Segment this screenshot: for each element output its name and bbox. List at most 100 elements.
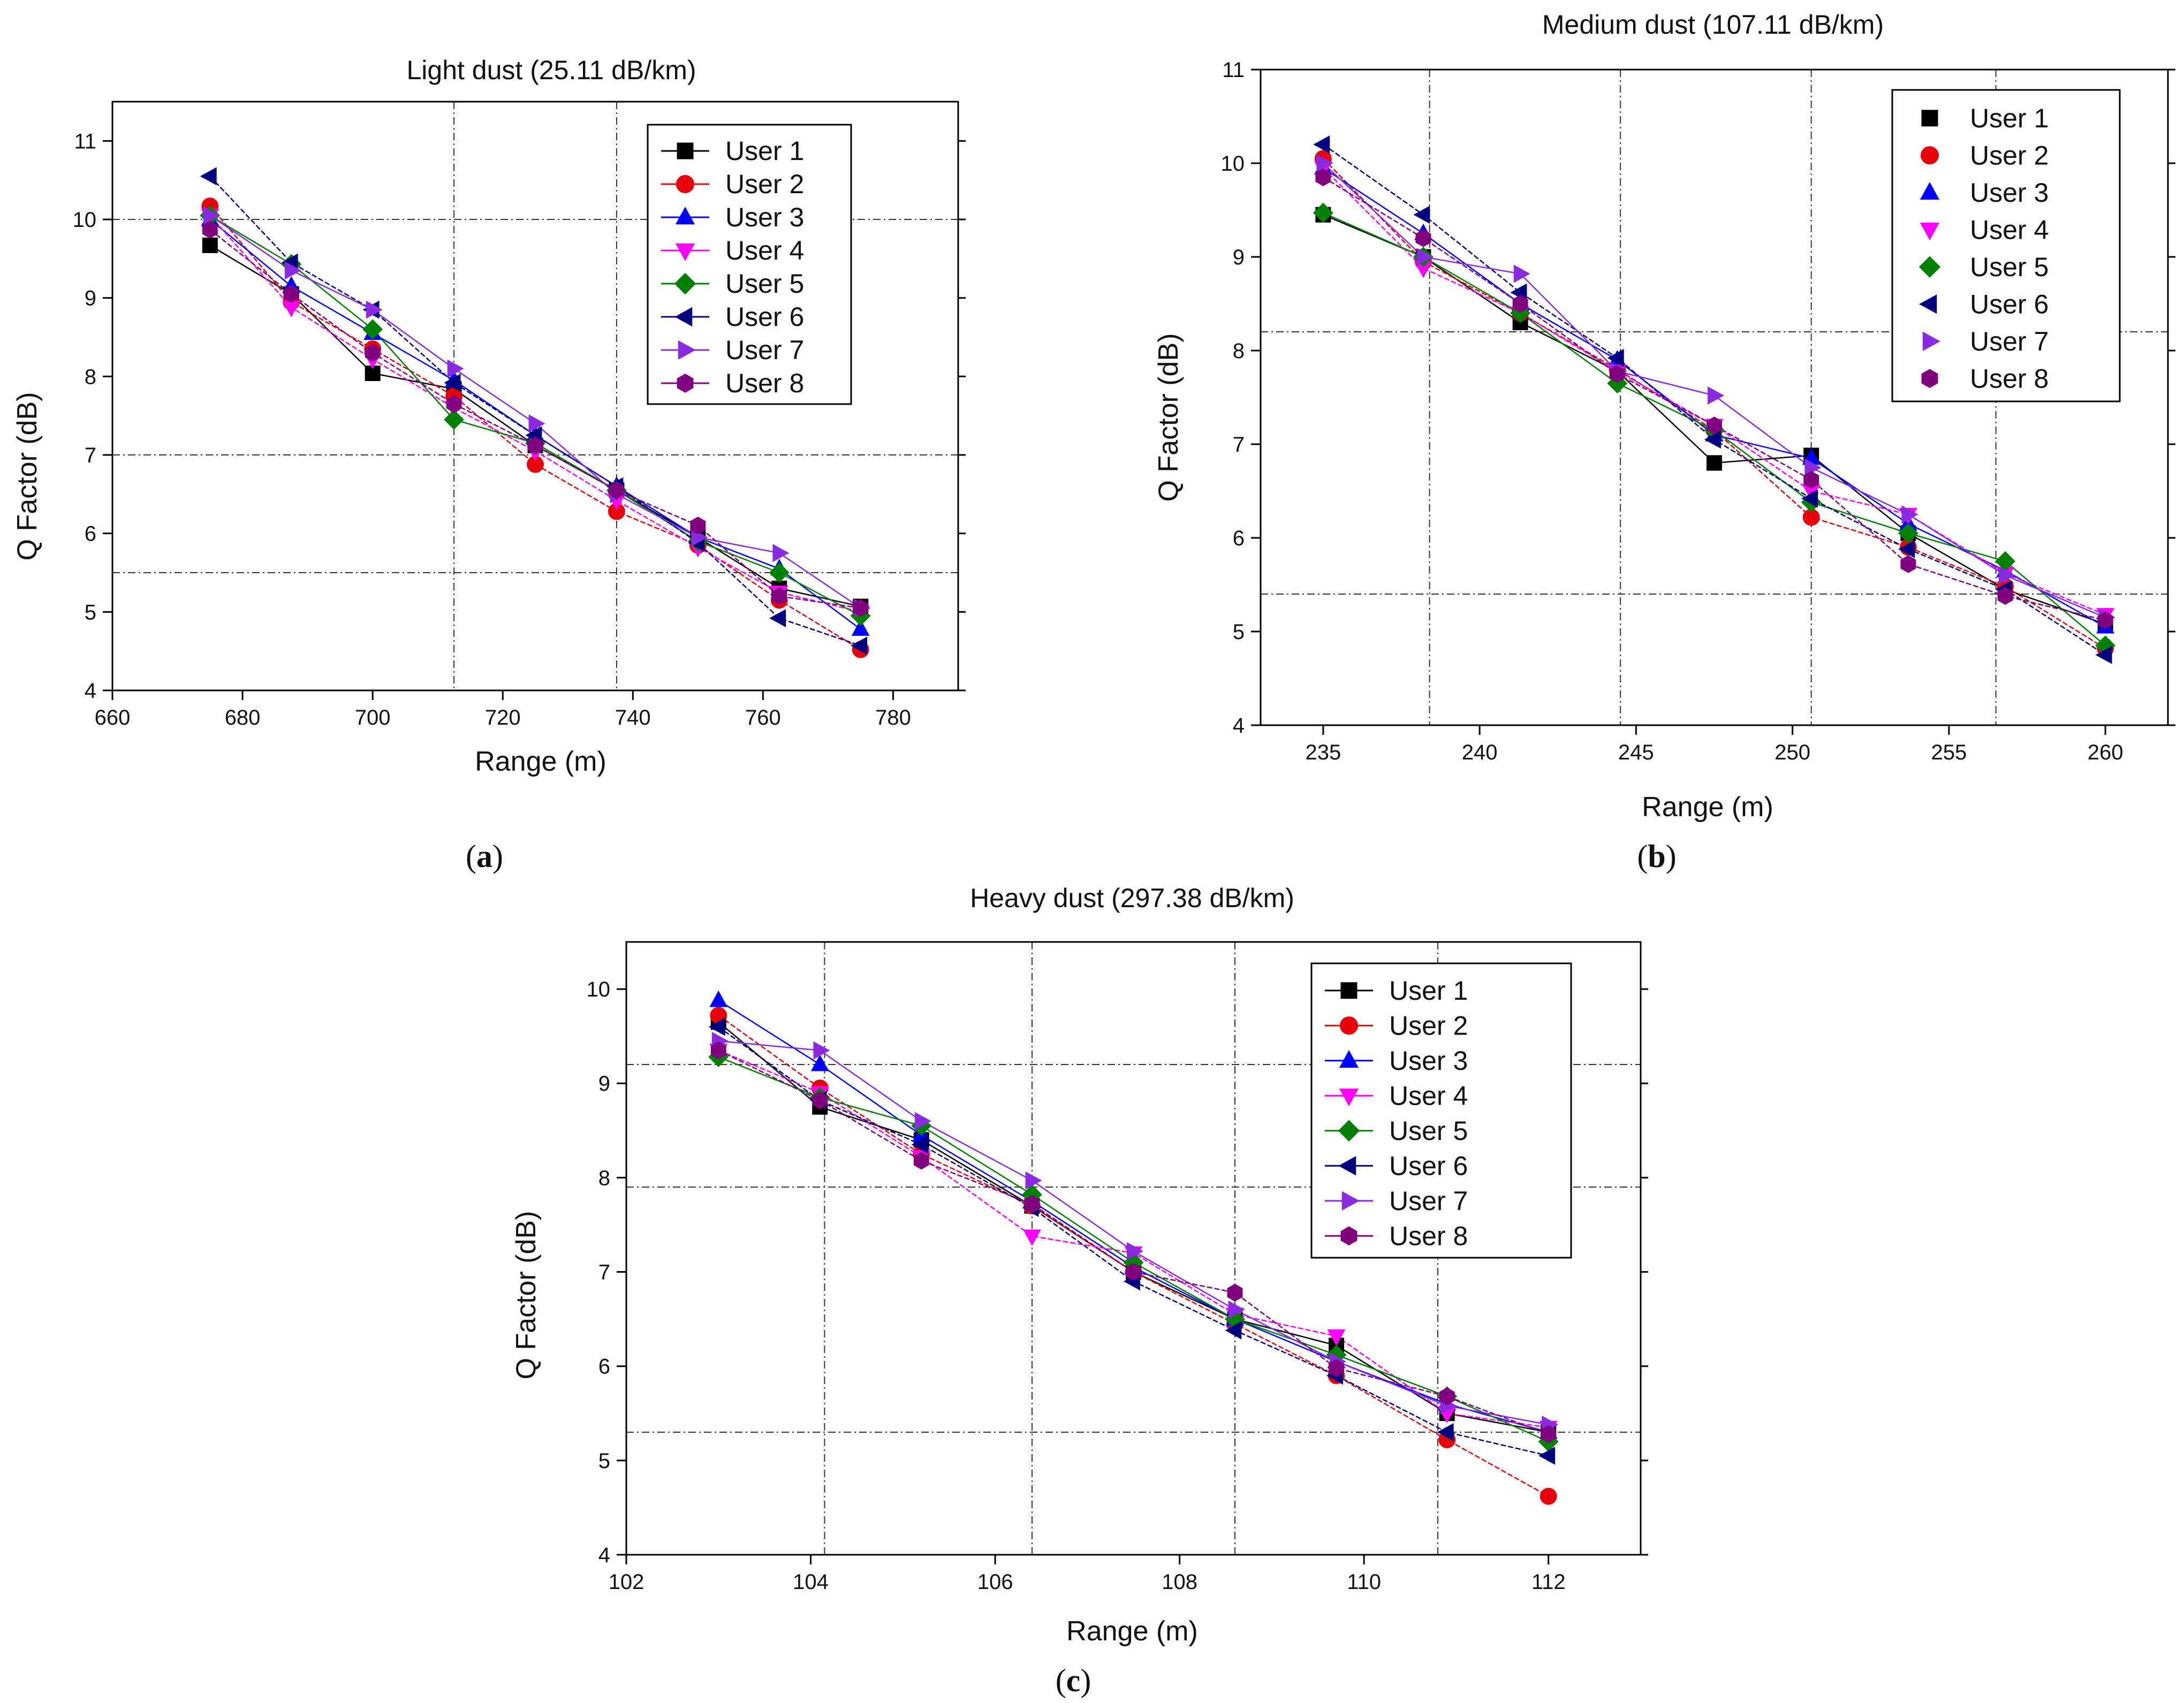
- x-tick-label: 110: [1347, 1570, 1381, 1594]
- legend-marker: [1921, 146, 1939, 165]
- x-tick-label: 660: [95, 706, 131, 729]
- chart-b-xlabel: Range (m): [1642, 792, 1773, 823]
- data-point-user-7: [1998, 566, 2015, 584]
- data-point-user-8: [1439, 1387, 1455, 1405]
- legend-marker: [1919, 294, 1937, 314]
- data-point-user-6: [444, 374, 461, 392]
- legend-label: User 3: [1389, 1046, 1468, 1076]
- legend-marker: [677, 374, 694, 393]
- chart-c: 102 104 106 108 110 112 4 5 6 7 8 9 10 User 1 User 2 Us…: [587, 941, 1648, 1594]
- data-point-user-6: [1225, 1321, 1242, 1340]
- series-line-user-8: [718, 1050, 1549, 1435]
- legend-label: User 6: [725, 302, 804, 332]
- legend-label: User 7: [1389, 1186, 1468, 1216]
- chart-c-ylabel: Q Factor (dB): [511, 1211, 542, 1380]
- y-tick-label: 5: [1233, 620, 1245, 644]
- data-point-user-8: [1329, 1359, 1344, 1377]
- legend-label: User 5: [1389, 1116, 1468, 1146]
- data-point-user-8: [1707, 416, 1722, 435]
- data-point-user-8: [202, 221, 218, 239]
- data-point-user-8: [1126, 1263, 1141, 1281]
- data-point-user-7: [1513, 264, 1530, 283]
- data-point-user-6: [851, 636, 868, 655]
- x-tick-label: 680: [225, 706, 261, 729]
- y-tick-label: 9: [85, 287, 96, 310]
- legend-item-user-5: User 5: [661, 269, 804, 299]
- legend-marker: [675, 207, 695, 225]
- legend-marker: [1340, 982, 1358, 999]
- data-point-user-8: [1997, 587, 2013, 605]
- data-point-user-8: [690, 516, 706, 535]
- legend-label: User 3: [1970, 178, 2049, 208]
- data-point-user-2: [1540, 1487, 1557, 1505]
- legend-item-user-6: User 6: [1919, 289, 2049, 319]
- series-line-user-6: [209, 176, 861, 647]
- legend-marker: [675, 243, 695, 261]
- legend-marker: [1341, 1191, 1360, 1211]
- legend-item-user-3: User 3: [1920, 178, 2049, 208]
- data-point-user-6: [1437, 1423, 1454, 1441]
- data-point-user-7: [1228, 1301, 1245, 1319]
- legend-item-user-5: User 5: [1325, 1116, 1468, 1146]
- data-point-user-7: [528, 414, 545, 433]
- data-point-user-7: [1316, 154, 1333, 172]
- legend-marker: [1921, 110, 1938, 127]
- legend-marker: [1921, 369, 1938, 389]
- x-tick-label: 112: [1531, 1570, 1566, 1594]
- legend-label: User 2: [1970, 140, 2049, 170]
- chart-b: 235 240 245 250 255 260 4 5 6 7 8 9 10 11 User 1 User 2…: [1221, 58, 2175, 764]
- data-point-user-6: [1607, 349, 1624, 367]
- legend-label: User 4: [1389, 1081, 1468, 1111]
- legend-item-user-4: User 4: [661, 235, 804, 265]
- chart-b-title: Medium dust (107.11 dB/km): [1542, 10, 1884, 40]
- data-point-user-6: [1898, 540, 1915, 558]
- data-point-user-8: [1024, 1195, 1040, 1213]
- data-point-user-8: [812, 1091, 828, 1109]
- data-point-user-8: [446, 394, 462, 413]
- data-point-user-1: [365, 365, 381, 381]
- data-point-user-6: [1704, 430, 1721, 449]
- legend-label: User 4: [725, 235, 804, 265]
- data-point-user-6: [1801, 489, 1818, 508]
- legend-marker: [674, 272, 696, 295]
- data-point-user-6: [1413, 206, 1430, 224]
- data-point-user-7: [1416, 248, 1434, 266]
- legend-label: User 5: [1970, 252, 2049, 282]
- data-point-user-8: [609, 481, 625, 499]
- legend-item-user-3: User 3: [661, 202, 804, 232]
- legend-item-user-8: User 8: [661, 368, 804, 398]
- legend-item-user-7: User 7: [661, 335, 804, 365]
- legend-item-user-6: User 6: [661, 302, 804, 332]
- chart-a-xlabel: Range (m): [475, 746, 606, 777]
- plot-frame: [1260, 69, 2169, 726]
- legend-marker: [674, 307, 693, 327]
- svg-text:(b): (b): [1637, 839, 1676, 874]
- y-tick-label: 8: [598, 1166, 610, 1190]
- y-tick-label: 5: [598, 1449, 610, 1473]
- y-tick-label: 8: [1233, 339, 1245, 363]
- y-tick-label: 10: [1221, 152, 1245, 176]
- data-point-user-4: [1327, 1329, 1346, 1346]
- legend-item-user-7: User 7: [1325, 1186, 1468, 1216]
- legend-item-user-4: User 4: [1325, 1081, 1468, 1111]
- y-tick-label: 10: [73, 208, 97, 232]
- x-tick-label: 240: [1462, 741, 1498, 764]
- legend-marker: [1920, 223, 1940, 241]
- legend-item-user-8: User 8: [1325, 1221, 1468, 1251]
- chart-c-xlabel: Range (m): [1066, 1616, 1198, 1647]
- y-tick-label: 7: [85, 444, 96, 467]
- y-tick-label: 7: [1233, 433, 1245, 457]
- legend-item-user-1: User 1: [1325, 976, 1468, 1006]
- data-point-user-5: [769, 562, 790, 583]
- legend-item-user-1: User 1: [661, 136, 804, 166]
- data-point-user-8: [2097, 611, 2113, 629]
- legend-label: User 7: [1970, 326, 2049, 356]
- legend-item-user-2: User 2: [661, 169, 804, 199]
- data-point-user-5: [362, 319, 383, 340]
- legend-marker: [1340, 1226, 1358, 1246]
- data-point-user-6: [1538, 1447, 1556, 1465]
- x-tick-label: 760: [745, 706, 781, 729]
- legend-item-user-8: User 8: [1921, 363, 2049, 393]
- legend-marker: [1339, 1050, 1359, 1068]
